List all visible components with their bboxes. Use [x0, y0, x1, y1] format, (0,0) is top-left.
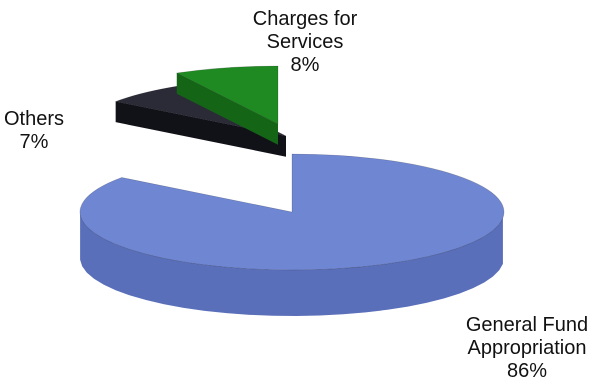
- slice-label-line: Others: [3, 108, 65, 130]
- slice-label-line: General Fund: [465, 314, 589, 336]
- slice-label-charges-for-services: Charges for Services 8%: [240, 8, 370, 77]
- pie-slice-top-services: [175, 65, 279, 125]
- pie-slice-wall-others: [115, 101, 286, 157]
- slice-percent-label: 86%: [506, 360, 548, 382]
- slice-percent-label: 8%: [290, 54, 320, 76]
- pie-slice-wall-services: [176, 73, 278, 145]
- slice-label-line: Appropriation: [467, 337, 587, 359]
- pie-slice-general: [79, 153, 505, 316]
- slice-label-line: Services: [266, 31, 344, 53]
- pie-slice-services: [175, 65, 279, 145]
- pie-slice-side-general: [80, 213, 503, 316]
- slice-label-others: Others 7%: [0, 108, 74, 154]
- slice-label-general-fund-appropriation: General Fund Appropriation 86%: [462, 314, 592, 383]
- pie-slices-layer: [79, 65, 505, 316]
- pie-slice-top-general: [79, 153, 505, 271]
- slice-percent-label: 7%: [19, 131, 49, 153]
- slice-label-line: Charges for: [252, 8, 358, 30]
